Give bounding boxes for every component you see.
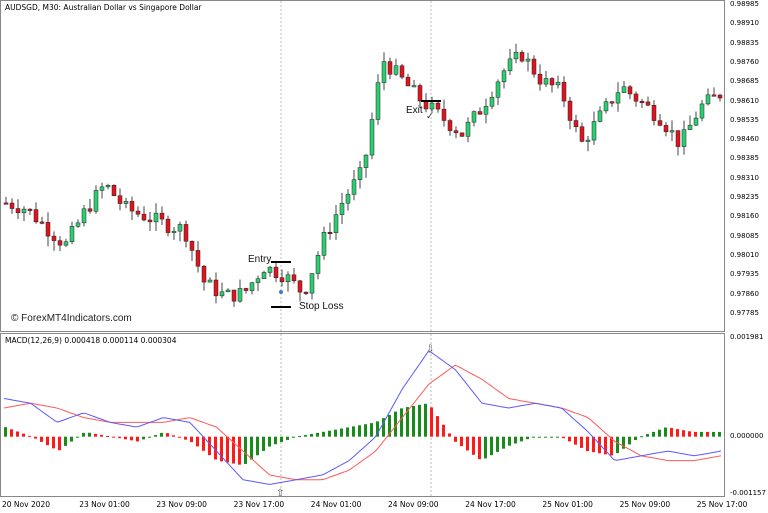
macd-tick: -0.001157 <box>730 489 766 497</box>
price-tick: 0.98385 <box>730 154 759 163</box>
time-tick: 25 Nov 09:00 <box>619 500 671 509</box>
price-tick: 0.97860 <box>730 289 759 298</box>
price-tick: 0.98085 <box>730 231 759 240</box>
chart-title: AUDSGD, M30: Australian Dollar vs Singap… <box>5 3 202 12</box>
time-tick: 23 Nov 17:00 <box>233 500 285 509</box>
price-tick: 0.97935 <box>730 270 759 279</box>
time-tick: 25 Nov 01:00 <box>542 500 593 509</box>
time-tick: 23 Nov 01:00 <box>79 500 130 509</box>
candlestick-chart: ✓ <box>3 1 723 333</box>
macd-chart: ⇧⇩ <box>3 334 722 498</box>
price-tick: 0.98835 <box>730 38 759 47</box>
price-tick: 0.98985 <box>730 0 759 8</box>
time-tick: 23 Nov 09:00 <box>156 500 207 509</box>
time-tick: 24 Nov 01:00 <box>310 500 362 509</box>
price-tick: 0.98460 <box>730 135 759 144</box>
price-tick: 0.97785 <box>730 308 759 317</box>
svg-text:⇧: ⇧ <box>276 488 284 498</box>
stop-loss-label: Stop Loss <box>299 301 344 312</box>
price-tick: 0.98535 <box>730 115 759 124</box>
macd-tick: 0.001981 <box>730 333 764 341</box>
price-tick: 0.98010 <box>730 250 759 259</box>
time-tick: 24 Nov 17:00 <box>465 500 516 509</box>
macd-title: MACD(12,26,9) 0.000418 0.000114 0.000304 <box>5 336 177 345</box>
exit-label: Exit <box>406 105 423 116</box>
watermark: © ForexMT4Indicators.com <box>11 313 132 324</box>
macd-indicator-pane[interactable]: ⇧ ⇩ MACD(12,26,9) 0.000418 0.000114 0.000… <box>0 333 725 498</box>
price-tick: 0.98235 <box>730 193 759 201</box>
price-tick: 0.98160 <box>730 212 759 221</box>
price-tick: 0.98310 <box>730 173 759 182</box>
price-tick: 0.98610 <box>730 96 759 105</box>
macd-tick: 0.000000 <box>730 432 764 440</box>
time-tick: 25 Nov 17:00 <box>696 500 748 509</box>
entry-label: Entry <box>248 254 272 265</box>
price-tick: 0.98910 <box>730 19 759 28</box>
price-chart-pane[interactable]: ✓ AUDSGD, M30: Australian Dollar vs Sing… <box>0 0 725 333</box>
time-tick: 24 Nov 09:00 <box>388 500 439 509</box>
svg-text:⇩: ⇩ <box>426 344 434 355</box>
svg-text:✓: ✓ <box>426 112 434 122</box>
price-tick: 0.98685 <box>730 77 759 86</box>
time-tick: 20 Nov 2020 <box>2 500 51 509</box>
price-tick: 0.98760 <box>730 57 759 66</box>
